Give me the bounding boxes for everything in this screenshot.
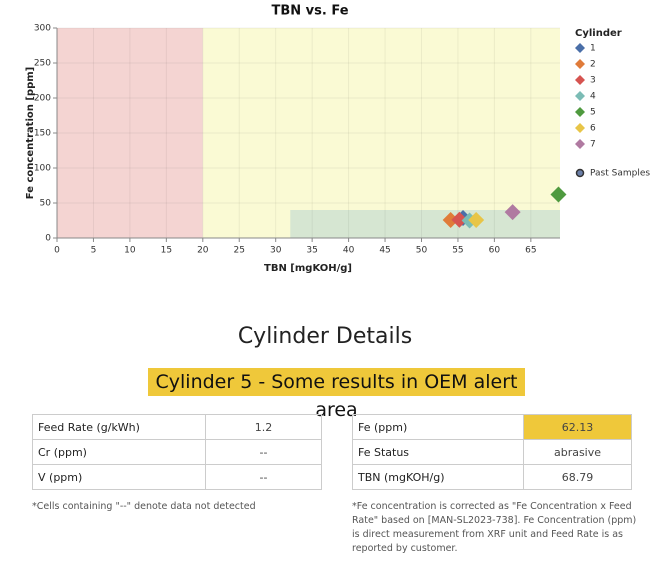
legend-label: 5 (590, 108, 596, 118)
table-value: -- (205, 439, 322, 465)
y-tick-label: 250 (34, 59, 51, 69)
point (442, 212, 459, 229)
legend-title: Cylinder (575, 28, 622, 39)
table-value: 68.79 (523, 464, 632, 490)
legend-marker (575, 43, 585, 53)
chart-title: TBN vs. Fe (271, 4, 348, 19)
table-label: Cr (ppm) (32, 439, 206, 465)
zone (202, 28, 560, 238)
x-tick-label: 50 (416, 246, 428, 256)
left-note: *Cells containing "--" denote data not d… (32, 501, 256, 512)
legend-marker (575, 168, 585, 178)
table-label: Fe Status (352, 439, 524, 465)
legend-label: 1 (590, 44, 596, 54)
table-value: -- (205, 464, 322, 490)
legend-label: 2 (590, 60, 596, 70)
table-label: TBN (mgKOH/g) (352, 464, 524, 490)
x-tick-label: 10 (124, 246, 136, 256)
legend-label: Past Samples (590, 169, 650, 179)
legend-label: 7 (590, 140, 596, 150)
point (451, 211, 468, 228)
table-row: Feed Rate (g/kWh) 1.2 (32, 414, 322, 440)
point (468, 212, 485, 229)
table-value: abrasive (523, 439, 632, 465)
table-value: 62.13 (523, 414, 632, 440)
y-tick-label: 100 (34, 164, 51, 174)
zone (290, 210, 560, 238)
zone (57, 28, 203, 238)
x-tick-label: 0 (54, 246, 60, 256)
x-tick-label: 35 (306, 246, 317, 256)
y-tick-label: 300 (34, 24, 51, 34)
x-tick-label: 30 (270, 246, 282, 256)
x-tick-label: 5 (91, 246, 97, 256)
x-tick-label: 20 (197, 246, 209, 256)
table-row: Fe Status abrasive (352, 439, 632, 465)
legend-marker (575, 107, 585, 117)
legend-label: 6 (590, 124, 596, 134)
x-tick-label: 65 (525, 246, 536, 256)
table-value: 1.2 (205, 414, 322, 440)
details-heading: Cylinder Details (237, 324, 413, 349)
legend-marker (575, 139, 585, 149)
x-tick-label: 45 (379, 246, 390, 256)
x-tick-label: 25 (234, 246, 245, 256)
legend-marker (575, 75, 585, 85)
table-row: Cr (ppm) -- (32, 439, 322, 465)
table-label: Fe (ppm) (352, 414, 524, 440)
legend-label: 3 (590, 76, 596, 86)
y-tick-label: 200 (34, 94, 51, 104)
point (550, 186, 567, 203)
table-row: Fe (ppm) 62.13 (352, 414, 632, 440)
y-axis-label: Fe concentration [ppm] (25, 67, 36, 199)
left-table: Feed Rate (g/kWh) 1.2 Cr (ppm) -- V (ppm) -- (32, 414, 322, 490)
legend-marker (575, 91, 585, 101)
point (504, 204, 521, 221)
right-table: Fe (ppm) 62.13 Fe Status abrasive TBN (mgKOH… (352, 414, 632, 490)
legend-marker (575, 59, 585, 69)
table-row: TBN (mgKOH/g) 68.79 (352, 464, 632, 490)
x-tick-label: 60 (489, 246, 501, 256)
status-banner: Cylinder 5 - Some results in OEM alert a… (148, 368, 525, 421)
legend-marker (575, 123, 585, 133)
y-tick-label: 50 (40, 199, 52, 209)
table-row: V (ppm) -- (32, 464, 322, 490)
x-tick-label: 15 (161, 246, 172, 256)
y-tick-label: 0 (45, 234, 51, 244)
x-tick-label: 40 (343, 246, 355, 256)
y-tick-label: 150 (34, 129, 51, 139)
table-label: V (ppm) (32, 464, 206, 490)
chart: TBN vs. Fe TBN [mgKOH/g] Fe concentratio… (25, 4, 650, 275)
x-axis-label: TBN [mgKOH/g] (264, 263, 352, 274)
x-tick-label: 55 (452, 246, 463, 256)
right-note: *Fe concentration is corrected as "Fe Co… (352, 501, 637, 554)
legend-label: 4 (590, 92, 596, 102)
table-label: Feed Rate (g/kWh) (32, 414, 206, 440)
